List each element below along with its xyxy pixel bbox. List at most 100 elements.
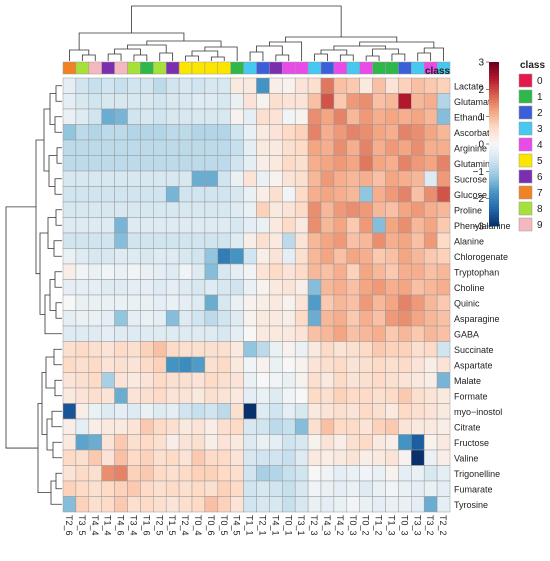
heatmap-cell [191, 325, 206, 342]
heatmap-cell [282, 418, 296, 435]
class-annotation-cell [346, 61, 360, 75]
heatmap-cell [140, 217, 154, 234]
heatmap-cell [204, 186, 219, 203]
heatmap-cell [359, 248, 373, 265]
heatmap-cell [165, 325, 180, 342]
heatmap-cell [178, 449, 193, 466]
heatmap-cell [436, 434, 451, 451]
heatmap-cell [178, 294, 193, 311]
heatmap-cell [423, 325, 438, 342]
column-label: T1_6 [141, 515, 151, 536]
heatmap-cell [359, 480, 373, 497]
heatmap-cell [153, 93, 167, 110]
dendrogram-branch [275, 54, 290, 61]
row-label: Succinate [454, 345, 494, 355]
heatmap-cell [114, 418, 128, 435]
heatmap-cell [88, 310, 102, 327]
heatmap-cell [62, 310, 77, 327]
heatmap-cell [230, 310, 244, 327]
heatmap-cell [359, 341, 373, 358]
heatmap-cell [101, 325, 115, 342]
colorbar-tick-label: 1 [478, 112, 484, 123]
heatmap-cell [294, 155, 309, 172]
heatmap-cell [127, 449, 141, 466]
colorbar-segment [489, 220, 499, 224]
heatmap-cell [88, 387, 102, 404]
heatmap-cell [217, 418, 231, 435]
heatmap-cell [88, 294, 102, 311]
heatmap-cell [359, 77, 373, 94]
heatmap-cell [204, 434, 219, 451]
heatmap-cell [217, 356, 231, 373]
heatmap-cell [75, 279, 90, 296]
heatmap-cell [114, 480, 128, 497]
heatmap-cell [398, 372, 412, 389]
heatmap-cell [307, 124, 322, 141]
heatmap-cell [204, 418, 219, 435]
heatmap-cell [256, 232, 270, 249]
heatmap-cell [178, 139, 193, 156]
heatmap-cell [62, 403, 77, 420]
heatmap-cell [114, 356, 128, 373]
heatmap-cell [359, 108, 373, 125]
heatmap-cell [333, 139, 348, 156]
heatmap-cell [88, 139, 102, 156]
heatmap-cell [204, 170, 219, 187]
heatmap-cell [333, 248, 348, 265]
class-annotation-cell [88, 61, 102, 75]
heatmap-cell [217, 403, 231, 420]
dendrogram-branch [131, 5, 342, 37]
heatmap-cell [269, 77, 283, 94]
heatmap-cell [127, 372, 141, 389]
heatmap-cell [398, 217, 412, 234]
heatmap-cell [436, 93, 451, 110]
heatmap-cell [282, 325, 296, 342]
heatmap-cell [307, 372, 322, 389]
heatmap-cell [307, 465, 322, 482]
heatmap-cell [372, 310, 386, 327]
colorbar-segment [489, 133, 499, 137]
column-dendrogram [69, 5, 444, 61]
colorbar-segment [489, 179, 499, 183]
heatmap-cell [165, 310, 180, 327]
heatmap-cell [307, 356, 322, 373]
dendrogram-branch [81, 54, 96, 61]
heatmap-cell [101, 170, 115, 187]
heatmap-cell [436, 139, 451, 156]
heatmap-cell [230, 201, 244, 218]
dendrogram-branch [51, 410, 62, 428]
heatmap-cell [217, 325, 231, 342]
heatmap-cell [385, 108, 399, 125]
row-label: Aspartate [454, 360, 493, 370]
heatmap-cell [191, 310, 206, 327]
colorbar-segment [489, 89, 499, 93]
heatmap-cell [333, 263, 348, 280]
heatmap-cell [88, 124, 102, 141]
heatmap-cell [398, 356, 412, 373]
heatmap-cell [127, 93, 141, 110]
heatmap-cell [230, 372, 244, 389]
heatmap-cell [436, 480, 451, 497]
class-legend-title: class [520, 60, 545, 71]
heatmap-cell [127, 294, 141, 311]
heatmap-cell [165, 93, 180, 110]
heatmap-cell [359, 217, 373, 234]
heatmap-cell [359, 465, 373, 482]
heatmap-cell [114, 465, 128, 482]
heatmap-cell [294, 124, 309, 141]
row-label: Asparagine [454, 314, 500, 324]
heatmap-cell [346, 341, 360, 358]
heatmap-cell [282, 201, 296, 218]
class-annotation-cell [294, 61, 309, 75]
class-legend-swatch [518, 201, 533, 216]
heatmap-cell [140, 279, 154, 296]
heatmap-cell [217, 139, 231, 156]
colorbar-segment [489, 154, 499, 159]
heatmap-cell [127, 170, 141, 187]
class-annotation-cell [307, 61, 322, 75]
heatmap-cell [423, 387, 438, 404]
heatmap-cell [243, 93, 257, 110]
class-legend-swatch [518, 169, 533, 184]
heatmap-cell [114, 201, 128, 218]
heatmap-cell [398, 341, 412, 358]
